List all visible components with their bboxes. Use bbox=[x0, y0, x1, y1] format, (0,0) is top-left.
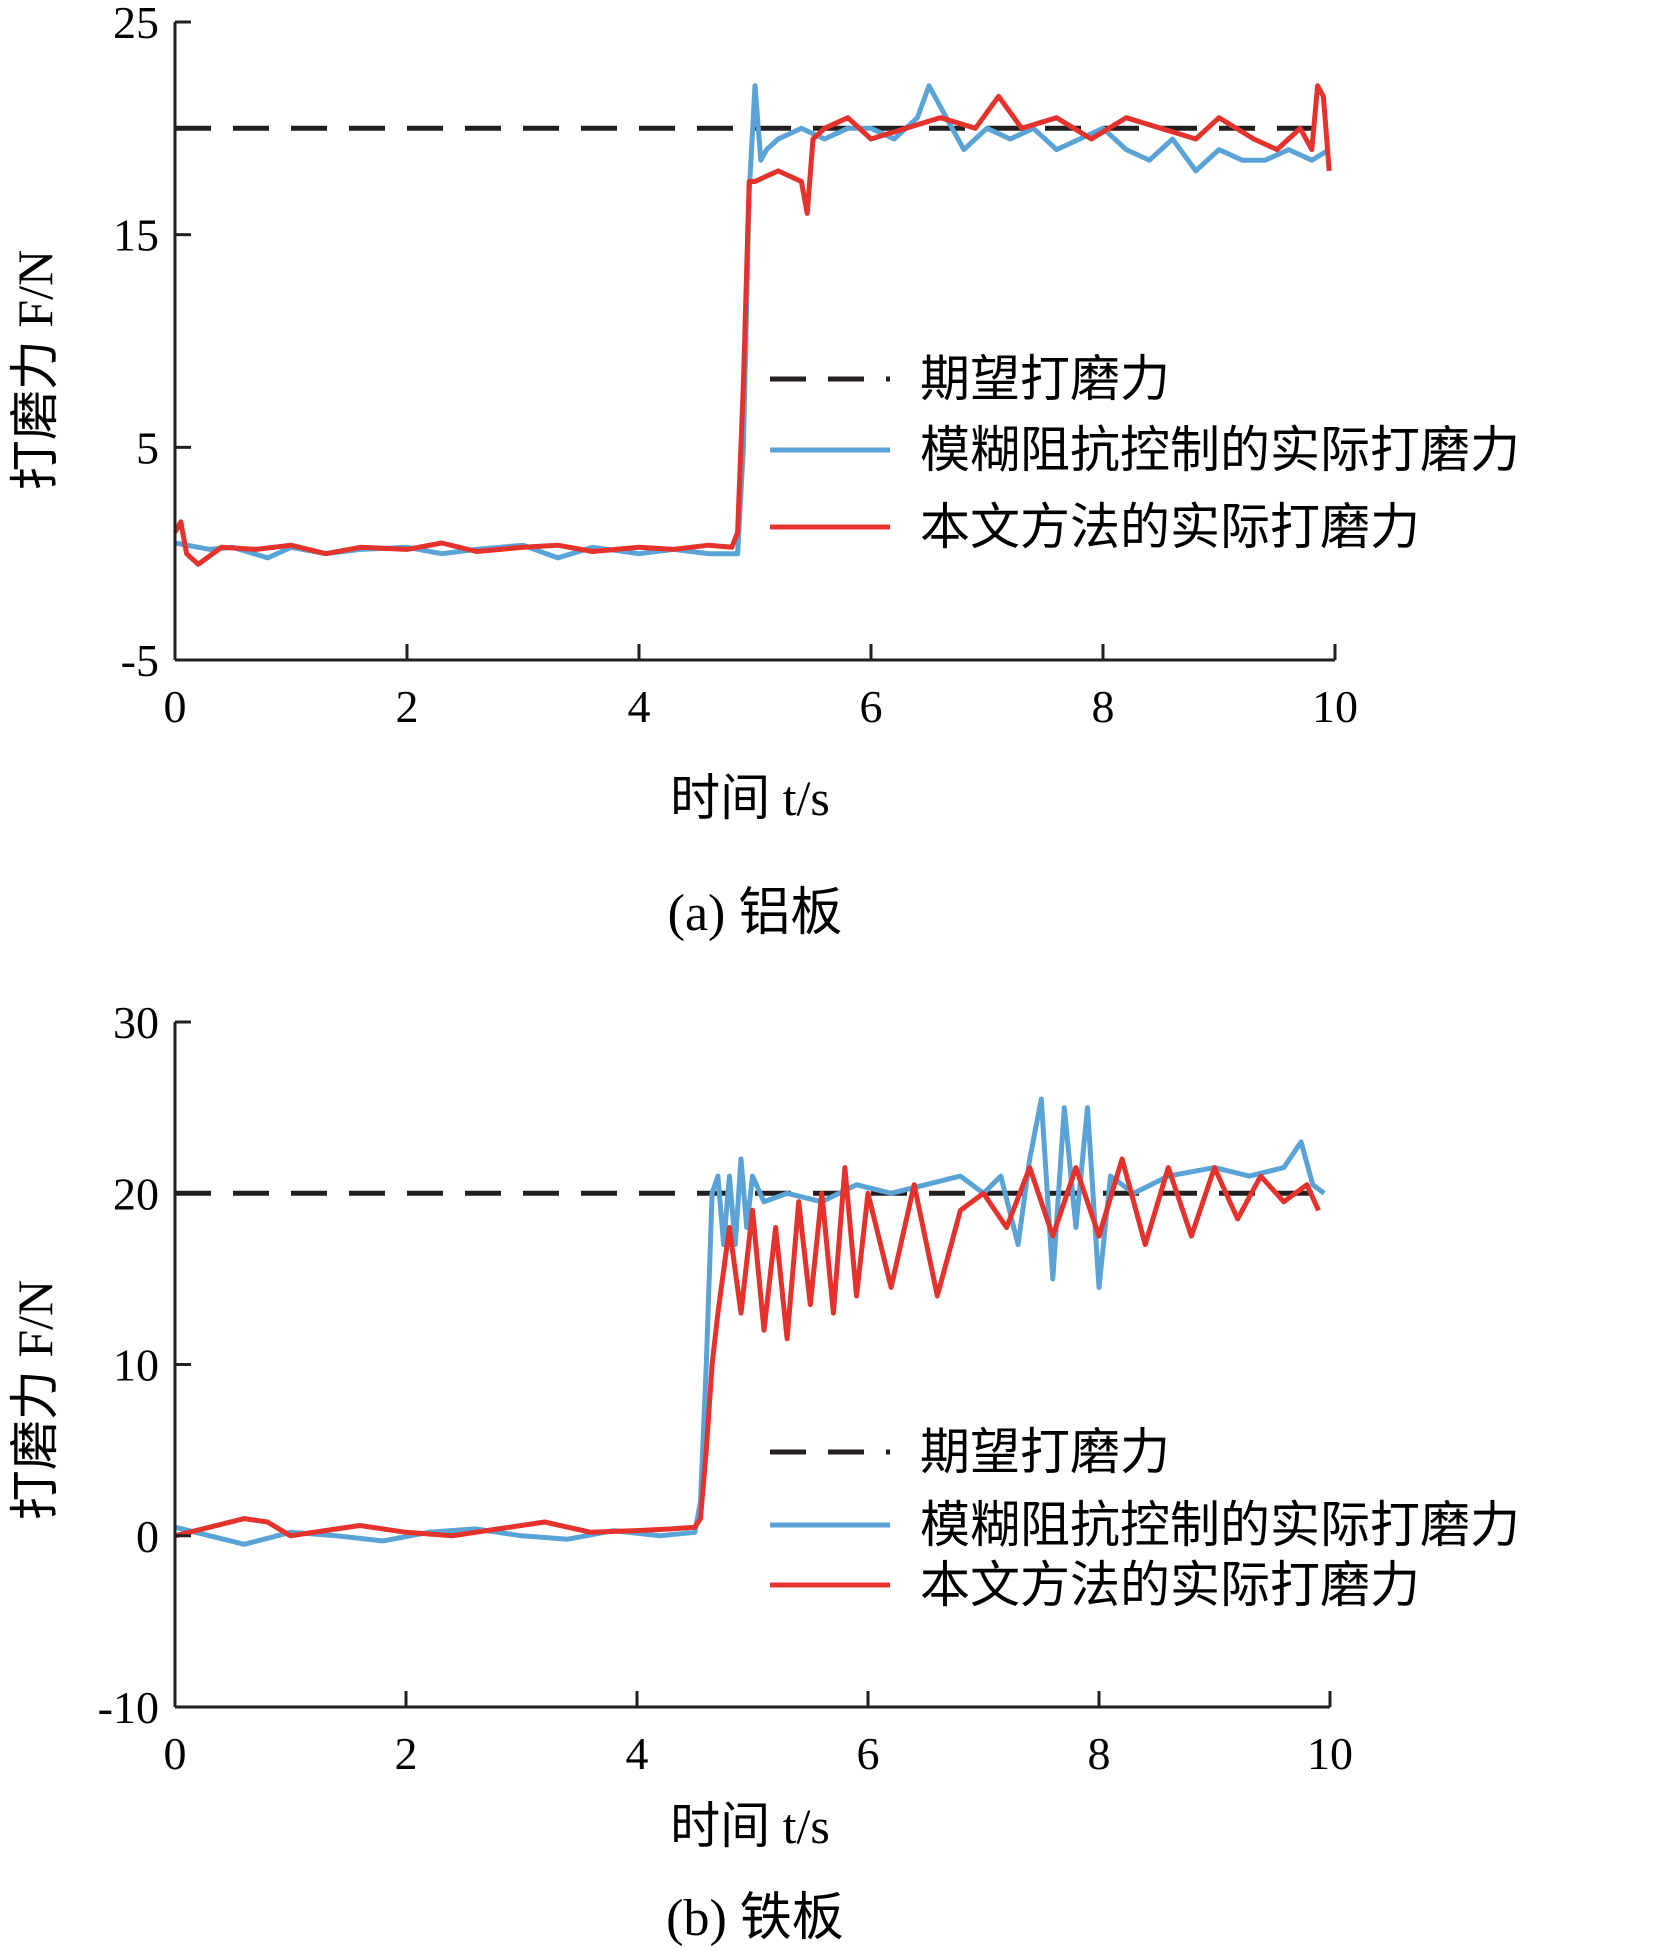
panel-a-y-axis-label: 打磨力 F/N bbox=[7, 250, 63, 490]
y-tick-label: 0 bbox=[136, 1511, 159, 1562]
x-tick-label: 10 bbox=[1307, 1728, 1353, 1779]
panel-a-legend: 期望打磨力 模糊阻抗控制的实际打磨力 本文方法的实际打磨力 bbox=[770, 351, 1520, 555]
y-tick-label: -10 bbox=[98, 1682, 159, 1733]
y-tick-label: 25 bbox=[113, 0, 159, 48]
panel-b-y-axis-label: 打磨力 F/N bbox=[7, 1280, 63, 1520]
x-tick-label: 8 bbox=[1088, 1728, 1111, 1779]
y-tick-label: 15 bbox=[113, 210, 159, 261]
x-tick-label: 6 bbox=[857, 1728, 880, 1779]
x-tick-label: 2 bbox=[396, 681, 419, 732]
y-tick-label: 5 bbox=[136, 422, 159, 473]
x-tick-label: 0 bbox=[164, 1728, 187, 1779]
fuzzy-impedance-force-line bbox=[174, 83, 1331, 561]
legend-label-proposed: 本文方法的实际打磨力 bbox=[920, 499, 1420, 555]
legend-label-desired: 期望打磨力 bbox=[920, 1424, 1170, 1480]
proposed-method-force-line bbox=[172, 83, 1332, 567]
x-tick-label: 2 bbox=[395, 1728, 418, 1779]
x-tick-label: 4 bbox=[628, 681, 651, 732]
panel-a: 0 2 4 6 8 10 -5 5 15 25 打磨力 F/N 时间 t/s 期望打磨力 模糊阻抗… bbox=[7, 0, 1520, 942]
y-tick-label: 30 bbox=[113, 997, 159, 1048]
legend-label-proposed: 本文方法的实际打磨力 bbox=[920, 1557, 1420, 1613]
x-tick-label: 8 bbox=[1092, 681, 1115, 732]
x-tick-label: 6 bbox=[860, 681, 883, 732]
x-tick-label: 4 bbox=[626, 1728, 649, 1779]
panel-a-caption: (a) 铝板 bbox=[668, 885, 843, 942]
fuzzy-impedance-force-line bbox=[174, 1096, 1326, 1547]
panel-a-plot-area bbox=[172, 83, 1335, 567]
panel-b-caption: (b) 铁板 bbox=[666, 1890, 844, 1947]
y-tick-label: 20 bbox=[113, 1168, 159, 1219]
y-tick-label: 10 bbox=[113, 1340, 159, 1391]
panel-b-legend: 期望打磨力 模糊阻抗控制的实际打磨力 本文方法的实际打磨力 bbox=[770, 1424, 1520, 1613]
legend-label-fuzzy: 模糊阻抗控制的实际打磨力 bbox=[920, 1497, 1520, 1553]
panel-a-x-axis-label: 时间 t/s bbox=[670, 770, 830, 826]
panel-a-axes: 0 2 4 6 8 10 -5 5 15 25 bbox=[113, 0, 1358, 732]
panel-b-x-axis-label: 时间 t/s bbox=[670, 1798, 830, 1854]
x-tick-label: 10 bbox=[1312, 681, 1358, 732]
panel-b-plot-area bbox=[174, 1096, 1330, 1547]
y-tick-label: -5 bbox=[121, 635, 159, 686]
proposed-method-force-line bbox=[174, 1156, 1321, 1539]
x-tick-label: 0 bbox=[164, 681, 187, 732]
legend-label-desired: 期望打磨力 bbox=[920, 351, 1170, 407]
legend-label-fuzzy: 模糊阻抗控制的实际打磨力 bbox=[920, 422, 1520, 478]
